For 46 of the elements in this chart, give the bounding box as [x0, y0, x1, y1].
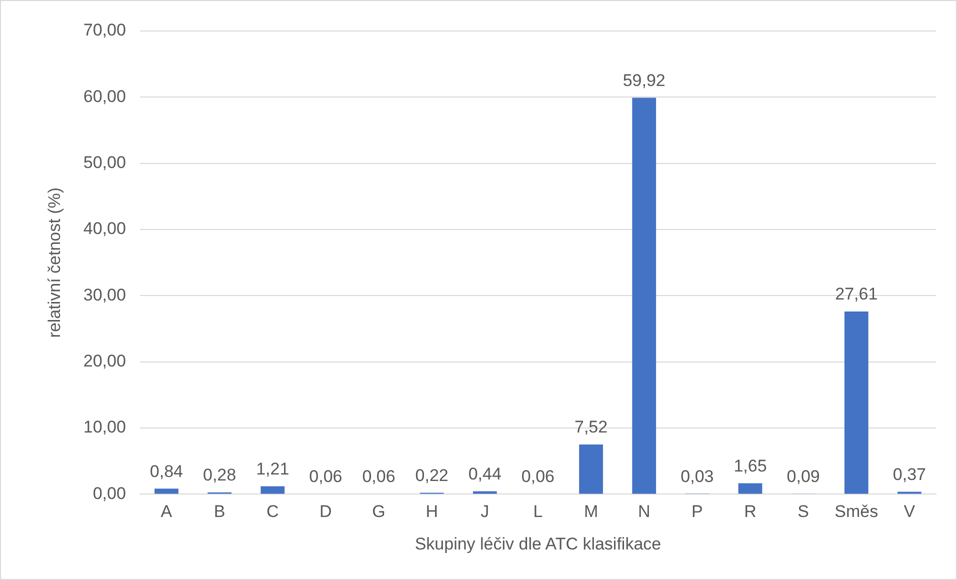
data-label: 0,84	[150, 462, 184, 481]
data-label: 0,44	[468, 464, 502, 484]
data-label: 7,52	[574, 418, 608, 437]
data-label: 0,09	[786, 466, 820, 486]
y-tick-label: 70,00	[83, 20, 126, 40]
data-label: 1,65	[734, 456, 767, 476]
data-label: 0,03	[680, 467, 714, 486]
data-label: 59,92	[622, 70, 666, 90]
data-label: 0,06	[362, 466, 396, 486]
y-tick-label: 50,00	[83, 153, 126, 172]
data-label: 27,61	[835, 284, 878, 304]
x-tick-label: R	[744, 502, 756, 522]
data-label: 1,21	[256, 459, 290, 478]
x-tick-label: L	[533, 502, 543, 522]
y-tick-label: 40,00	[83, 219, 126, 238]
bar	[260, 486, 285, 494]
x-tick-label: D	[320, 502, 332, 522]
x-tick-label: S	[798, 502, 809, 522]
x-tick-label: A	[160, 502, 173, 522]
x-tick-label: N	[638, 502, 650, 522]
x-tick-label: V	[904, 502, 916, 522]
data-label: 0,06	[309, 466, 342, 486]
data-label: 0,06	[521, 466, 555, 486]
x-tick-label: J	[480, 502, 490, 522]
x-tick-label: G	[372, 502, 386, 522]
bar	[738, 483, 762, 494]
x-tick-label: B	[214, 502, 226, 522]
x-tick-label: P	[692, 502, 703, 522]
x-tick-label: H	[426, 502, 438, 522]
bar	[844, 312, 868, 494]
y-tick-label: 20,00	[83, 352, 126, 371]
data-label: 0,28	[203, 466, 236, 485]
x-tick-label: Směs	[834, 502, 878, 522]
bar	[632, 98, 656, 494]
y-tick-label: 0,00	[92, 484, 126, 503]
x-tick-label: M	[584, 502, 598, 522]
bar	[579, 444, 603, 494]
data-label: 0,37	[892, 464, 926, 484]
y-axis-title: relativní četnost (%)	[44, 187, 64, 338]
y-tick-label: 10,00	[83, 418, 126, 437]
data-label: 0,22	[415, 466, 448, 485]
x-axis-title: Skupiny léčiv dle ATC klasifikace	[414, 534, 662, 554]
x-tick-label: C	[266, 502, 279, 522]
bar	[154, 488, 178, 494]
y-tick-label: 30,00	[83, 285, 126, 304]
y-tick-label: 60,00	[83, 86, 126, 106]
